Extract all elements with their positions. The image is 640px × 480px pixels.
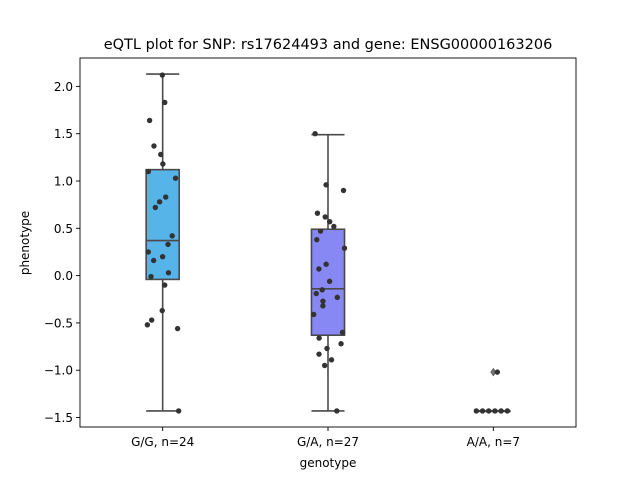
data-point <box>494 369 501 375</box>
x-tick-label: G/A, n=27 <box>297 435 359 449</box>
data-point <box>314 210 321 216</box>
data-point <box>145 249 151 255</box>
data-point <box>160 161 166 167</box>
data-point <box>322 214 328 220</box>
y-tick-label: 1.5 <box>54 127 73 141</box>
y-axis-label: phenotype <box>18 211 32 275</box>
data-point <box>162 99 168 106</box>
data-point <box>316 351 322 357</box>
data-point <box>316 266 322 272</box>
data-point <box>158 151 164 158</box>
data-point <box>338 341 344 347</box>
y-tick-label: 0.0 <box>54 269 73 283</box>
data-point <box>498 408 504 414</box>
data-point <box>320 298 326 304</box>
y-tick-label: 0.5 <box>54 222 73 236</box>
data-point <box>492 408 498 414</box>
x-axis-label: genotype <box>300 456 357 470</box>
data-point <box>321 362 328 369</box>
data-point <box>148 317 155 323</box>
axes-frame <box>79 57 577 428</box>
data-point <box>326 278 333 284</box>
data-point <box>145 168 152 175</box>
y-tick-label: −1.0 <box>44 364 73 378</box>
y-tick-label: 2.0 <box>54 80 73 94</box>
data-point <box>317 228 324 234</box>
data-point <box>152 204 159 211</box>
data-point <box>146 117 153 124</box>
y-tick-label: −0.5 <box>44 316 73 330</box>
data-point <box>341 245 348 251</box>
data-point <box>314 236 320 243</box>
chart-title: eQTL plot for SNP: rs17624493 and gene: … <box>104 37 553 53</box>
y-tick-label: −1.5 <box>44 411 73 425</box>
x-tick-label: A/A, n=7 <box>467 435 520 449</box>
data-point <box>175 408 182 414</box>
x-tick-label: G/G, n=24 <box>131 435 194 449</box>
data-point <box>159 253 166 260</box>
data-point <box>169 233 175 239</box>
data-point <box>331 223 337 230</box>
data-point <box>324 345 330 352</box>
data-point <box>174 325 181 332</box>
data-point <box>334 294 340 301</box>
data-point <box>156 199 163 205</box>
data-point <box>323 182 329 188</box>
data-point <box>165 270 172 276</box>
box-iqr <box>145 168 180 281</box>
data-point <box>473 408 480 414</box>
data-point <box>340 187 347 194</box>
data-point <box>165 241 171 248</box>
data-point <box>339 329 346 336</box>
data-point <box>159 72 166 78</box>
data-point <box>334 408 340 414</box>
box-iqr <box>310 228 346 337</box>
data-point <box>323 261 329 267</box>
data-point <box>320 303 326 309</box>
data-point <box>151 143 157 149</box>
data-point <box>328 357 335 363</box>
data-point <box>313 290 319 297</box>
data-point <box>312 130 318 137</box>
data-point <box>172 175 179 181</box>
data-point <box>319 287 325 293</box>
data-point <box>148 273 154 280</box>
data-point <box>479 408 486 414</box>
data-point <box>159 307 165 314</box>
data-point <box>504 408 511 414</box>
axes: −1.5 −1.0 −0.5 0.0 0.5 1.0 1.5 2.0 G/G, n=24 G/A,… <box>44 80 520 449</box>
data-point <box>327 218 333 225</box>
data-point <box>311 311 317 318</box>
data-point <box>162 282 168 288</box>
data-point <box>316 335 322 341</box>
data-point <box>486 408 492 414</box>
data-point <box>150 257 157 264</box>
data-point <box>144 322 151 328</box>
plot-area <box>144 72 511 414</box>
data-point <box>163 194 169 200</box>
y-tick-label: 1.0 <box>54 175 73 189</box>
